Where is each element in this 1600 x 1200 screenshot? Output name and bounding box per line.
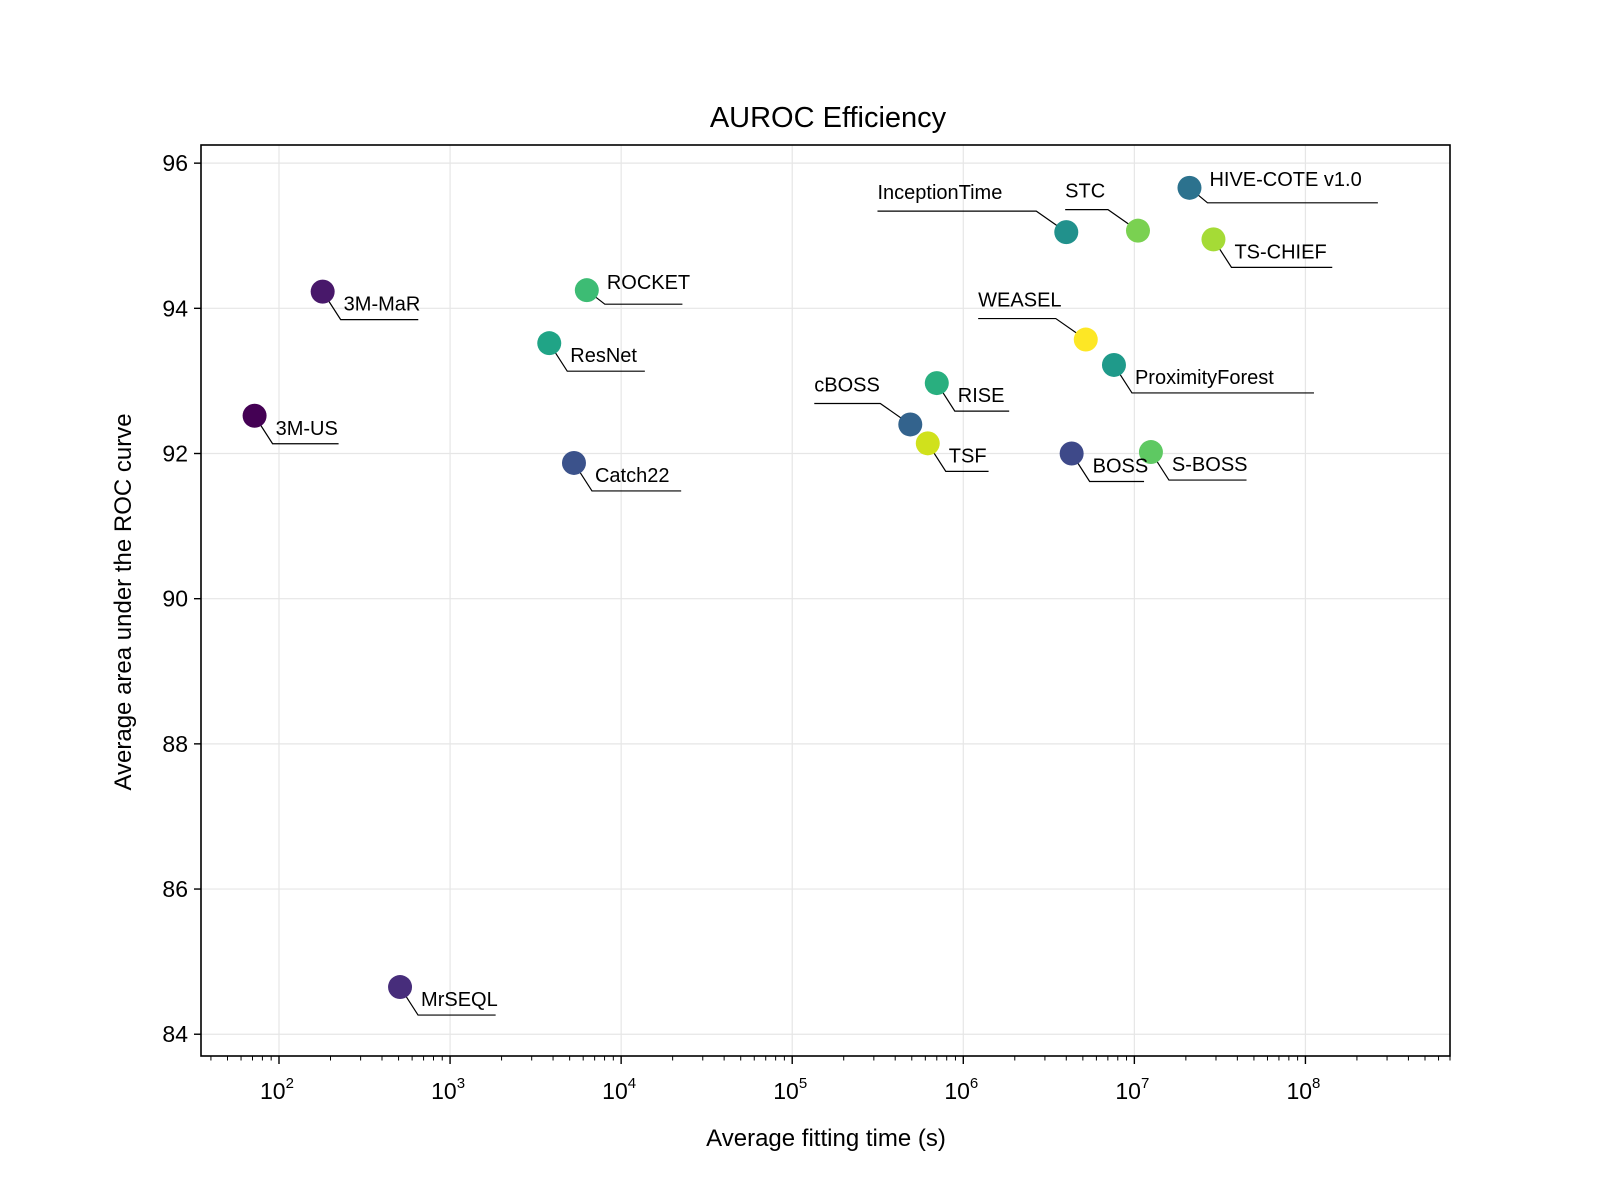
point-labels: 3M-US 3M-MaR MrSEQL ResNet ROCKET Catch22 cBOS… — [276, 169, 1362, 1011]
y-tick-label: 86 — [162, 876, 188, 902]
point-tsf — [915, 431, 940, 456]
grid-lines — [201, 145, 1450, 1056]
x-tick-label: 103 — [431, 1075, 465, 1104]
x-tick-label: 107 — [1115, 1075, 1149, 1104]
x-tick-label: 105 — [773, 1075, 807, 1104]
label-resnet: ResNet — [570, 345, 637, 367]
x-tick-label: 104 — [602, 1075, 636, 1104]
y-axis-label: Average area under the ROC curve — [110, 413, 137, 790]
label-inceptiontime: InceptionTime — [877, 182, 1002, 204]
point-hive-cote-v1-0 — [1177, 175, 1202, 200]
point-mrseql — [388, 975, 413, 1000]
label-weasel: WEASEL — [978, 290, 1061, 312]
chart-title: AUROC Efficiency — [710, 102, 947, 134]
y-tick-label: 90 — [162, 586, 188, 612]
label-s-boss: S-BOSS — [1172, 454, 1248, 476]
label-cboss: cBOSS — [814, 374, 880, 396]
x-tick-label: 102 — [260, 1075, 294, 1104]
leader-stc — [1065, 209, 1139, 232]
leader-inceptiontime — [877, 210, 1067, 233]
label-ts-chief: TS-CHIEF — [1234, 241, 1326, 263]
point-stc — [1125, 218, 1150, 243]
leader-weasel — [978, 317, 1087, 341]
label-3m-us: 3M-US — [276, 418, 338, 440]
leader-cboss — [814, 402, 911, 425]
label-rise: RISE — [958, 385, 1005, 407]
point-3m-mar — [310, 279, 335, 304]
point-3m-us — [242, 403, 267, 428]
y-tick-label: 94 — [162, 295, 188, 321]
point-boss — [1059, 441, 1084, 466]
y-tick-label: 88 — [162, 731, 188, 757]
point-rise — [924, 371, 949, 396]
point-weasel — [1073, 327, 1098, 352]
point-resnet — [537, 331, 562, 356]
data-points — [242, 175, 1226, 1000]
y-tick-label: 92 — [162, 441, 188, 467]
label-stc: STC — [1065, 181, 1105, 203]
label-catch22: Catch22 — [595, 465, 670, 487]
point-inceptiontime — [1054, 220, 1079, 245]
axis-ticks: 84 86 88 90 92 94 96 102 103 104 105 106 107 108 — [162, 150, 1451, 1104]
plot-frame — [200, 144, 1451, 1057]
label-boss: BOSS — [1093, 456, 1149, 478]
x-tick-label: 108 — [1286, 1075, 1320, 1104]
y-tick-label: 96 — [162, 150, 188, 176]
label-mrseql: MrSEQL — [421, 989, 498, 1011]
label-3m-mar: 3M-MaR — [344, 294, 421, 316]
point-s-boss — [1138, 440, 1163, 465]
point-proximityforest — [1101, 352, 1126, 377]
x-tick-label: 106 — [944, 1075, 978, 1104]
x-axis-label: Average fitting time (s) — [706, 1125, 946, 1152]
point-ts-chief — [1201, 227, 1226, 252]
point-cboss — [898, 412, 923, 437]
label-tsf: TSF — [949, 445, 987, 467]
label-rocket: ROCKET — [607, 272, 690, 294]
label-leaders — [254, 187, 1378, 1016]
point-catch22 — [561, 450, 586, 475]
label-proximityforest: ProximityForest — [1135, 367, 1274, 389]
label-hive-cote-v1-0: HIVE-COTE v1.0 — [1209, 169, 1361, 191]
y-tick-label: 84 — [162, 1021, 188, 1047]
point-rocket — [574, 278, 599, 303]
